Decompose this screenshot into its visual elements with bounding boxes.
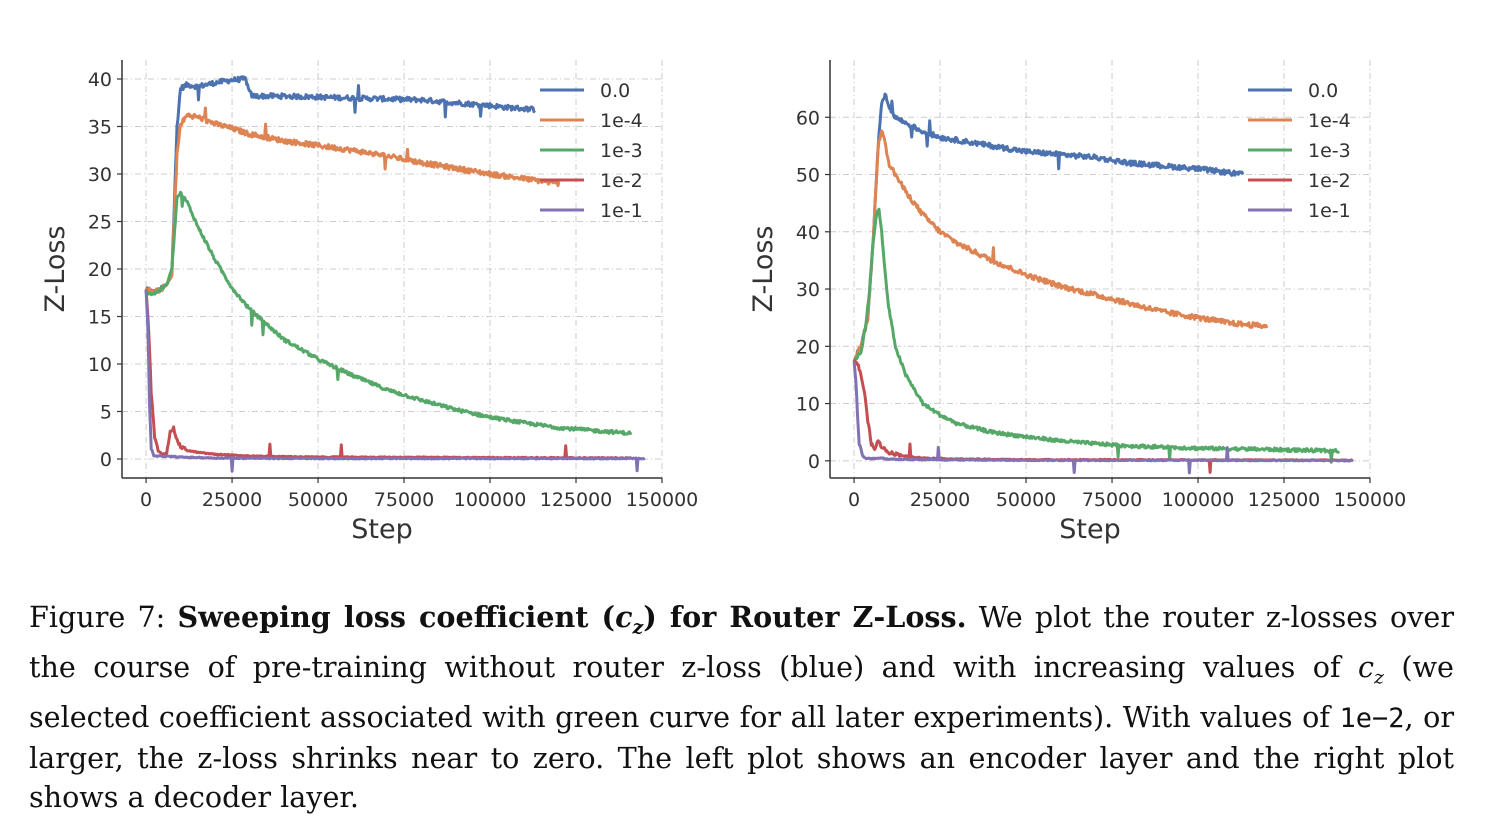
x-axis-title: Step <box>1059 514 1120 545</box>
caption-math-sub-2: z <box>1373 666 1384 689</box>
grid-lines <box>830 60 1371 478</box>
y-tick-label: 25 <box>88 212 112 234</box>
caption-text-3: , or larger, the z-loss shrinks near to … <box>29 700 1455 815</box>
y-tick-label: 35 <box>88 117 112 139</box>
y-tick-label: 20 <box>796 336 820 358</box>
series-line-0-0 <box>145 75 536 296</box>
legend-label: 0.0 <box>600 80 630 102</box>
series-lines <box>144 75 646 473</box>
x-tick-label: 125000 <box>540 489 613 511</box>
y-tick-label: 10 <box>88 354 112 376</box>
legend: 0.0 1e-4 1e-3 1e-2 1e-1 <box>540 80 643 222</box>
series-line-1e-4 <box>852 129 1269 362</box>
x-tick-label: 100000 <box>454 489 527 511</box>
y-tick-label: 30 <box>88 164 112 186</box>
legend-label: 1e-1 <box>600 200 643 222</box>
x-axis-title: Step <box>351 514 412 545</box>
x-tick-label: 100000 <box>1162 489 1235 511</box>
x-tick-label: 0 <box>140 489 152 511</box>
decoder-zloss-chart: 0 25000 50000 75000 100000 125000 150000 0 10 20 3… <box>748 48 1448 558</box>
chart-svg: 0 25000 50000 75000 100000 125000 150000 0 10 20 3… <box>748 60 1407 545</box>
grid-lines <box>122 60 663 478</box>
x-tick-label: 25000 <box>202 489 262 511</box>
chart-svg: 0 25000 50000 75000 100000 125000 150000 0 5 10 15… <box>40 60 699 545</box>
figure-caption: Figure 7: Sweeping loss coefficient (cz)… <box>29 598 1454 818</box>
legend-label: 1e-2 <box>1308 170 1351 192</box>
y-tick-label: 20 <box>88 259 112 281</box>
series-line-1e-2 <box>144 289 632 460</box>
encoder-zloss-chart: 0 25000 50000 75000 100000 125000 150000 0 5 10 15… <box>40 48 740 558</box>
caption-math-c: c <box>615 600 633 634</box>
series-line-1e-4 <box>145 106 561 296</box>
legend-label: 1e-3 <box>600 140 643 162</box>
y-tick-label: 50 <box>796 165 820 187</box>
caption-code-value: 1e−2 <box>1339 703 1405 735</box>
legend-label: 1e-1 <box>1308 200 1351 222</box>
series-line-1e-1 <box>852 361 1354 475</box>
y-tick-label: 10 <box>796 394 820 416</box>
series-line-1e-3 <box>853 207 1341 464</box>
y-tick-label: 60 <box>796 107 820 129</box>
caption-title: Sweeping loss coefficient (cz) for Route… <box>177 600 967 639</box>
y-axis-title: Z-Loss <box>748 226 779 313</box>
legend-label: 1e-2 <box>600 170 643 192</box>
series-line-0-0 <box>853 92 1245 363</box>
caption-text-1: We plot the router z-losses over the cou… <box>29 600 1454 685</box>
legend: 0.0 1e-4 1e-3 1e-2 1e-1 <box>1248 80 1351 222</box>
x-tick-label: 50000 <box>288 489 348 511</box>
legend-label: 1e-4 <box>600 110 643 132</box>
x-tick-label: 25000 <box>910 489 970 511</box>
x-tick-label: 75000 <box>1082 489 1142 511</box>
series-lines <box>852 92 1354 475</box>
caption-math-sub: z <box>632 616 644 639</box>
x-tick-label: 0 <box>848 489 860 511</box>
series-line-1e-3 <box>144 190 633 436</box>
x-tick-label: 125000 <box>1248 489 1321 511</box>
x-tick-label: 150000 <box>1334 489 1407 511</box>
y-tick-label: 40 <box>88 69 112 91</box>
y-tick-label: 0 <box>100 449 112 471</box>
caption-text-2: (we selected coefficient associated with… <box>29 650 1454 735</box>
x-tick-label: 75000 <box>374 489 434 511</box>
y-tick-label: 30 <box>796 279 820 301</box>
x-tick-label: 150000 <box>626 489 699 511</box>
y-tick-label: 5 <box>100 402 112 424</box>
legend-label: 1e-4 <box>1308 110 1351 132</box>
caption-math-c-2: c <box>1357 650 1374 685</box>
y-tick-label: 40 <box>796 222 820 244</box>
legend-label: 0.0 <box>1308 80 1338 102</box>
y-tick-label: 0 <box>808 451 820 473</box>
caption-figure-label: Figure 7: <box>29 600 166 634</box>
y-axis-title: Z-Loss <box>40 226 71 313</box>
x-tick-label: 50000 <box>996 489 1056 511</box>
y-tick-label: 15 <box>88 307 112 329</box>
series-line-1e-1 <box>144 289 646 473</box>
series-line-1e-2 <box>852 359 1354 474</box>
legend-label: 1e-3 <box>1308 140 1351 162</box>
